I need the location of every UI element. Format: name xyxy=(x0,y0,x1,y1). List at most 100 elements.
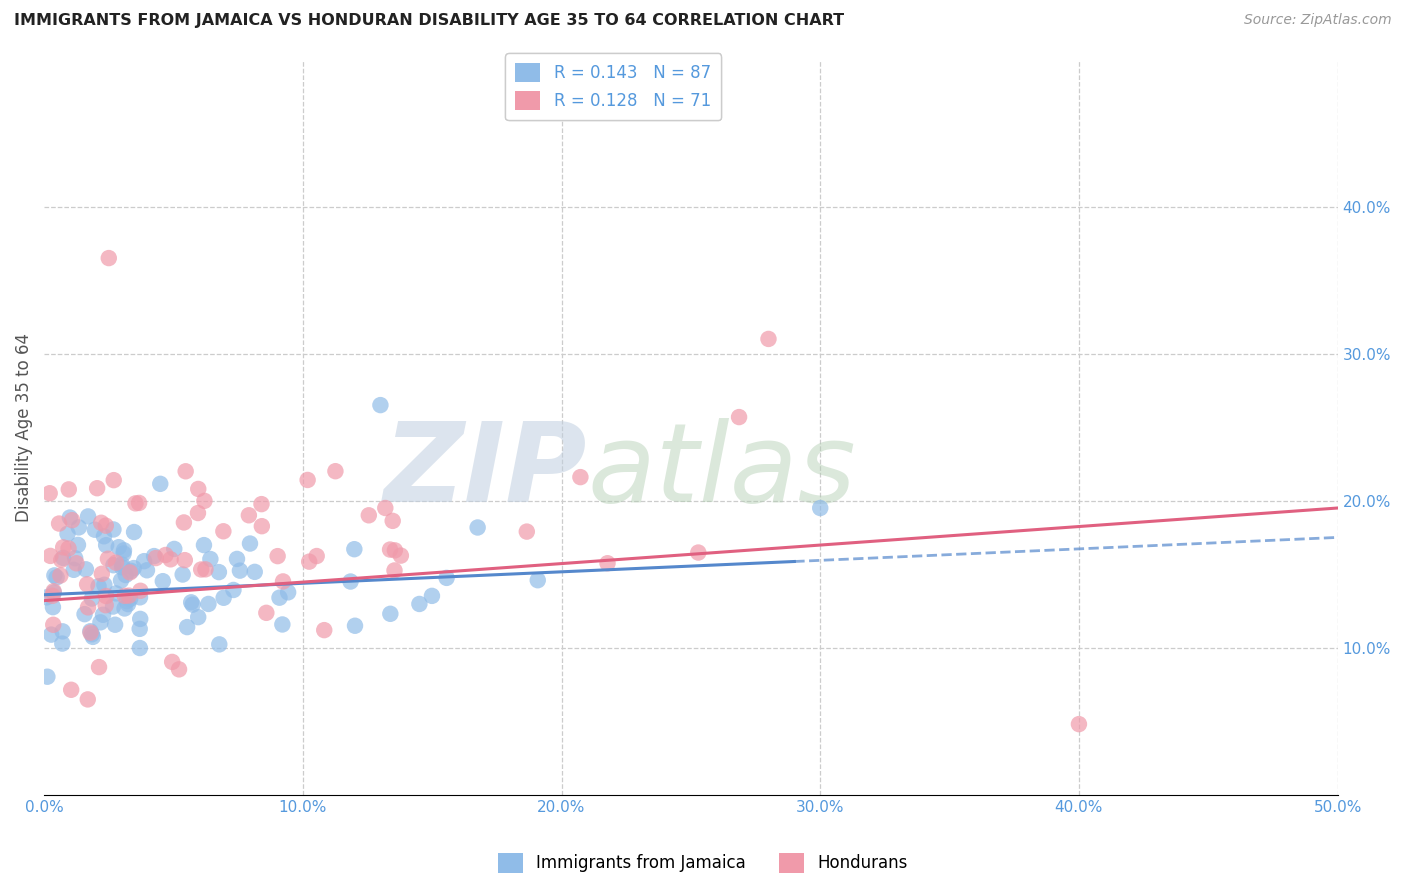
Point xyxy=(41,589,63,603)
Point xyxy=(118,566,141,580)
Point xyxy=(808,501,831,516)
Point xyxy=(271,574,294,589)
Point xyxy=(39,627,62,641)
Point xyxy=(389,549,412,563)
Point xyxy=(48,516,70,531)
Point xyxy=(193,493,215,508)
Point xyxy=(97,551,120,566)
Point xyxy=(90,566,112,581)
Point xyxy=(44,568,66,582)
Point xyxy=(124,496,146,510)
Point xyxy=(222,582,245,597)
Point xyxy=(38,486,60,500)
Point xyxy=(103,473,125,487)
Point xyxy=(250,519,273,533)
Point xyxy=(114,601,136,615)
Point xyxy=(128,622,150,636)
Point xyxy=(343,619,366,633)
Point xyxy=(79,624,101,639)
Point xyxy=(42,586,65,600)
Point xyxy=(114,589,136,603)
Point xyxy=(129,612,152,626)
Point xyxy=(52,550,75,565)
Point xyxy=(67,520,90,534)
Point xyxy=(114,568,136,582)
Point xyxy=(103,558,125,573)
Point xyxy=(325,464,347,478)
Point xyxy=(52,624,75,639)
Point xyxy=(149,476,172,491)
Point xyxy=(122,524,145,539)
Point xyxy=(93,578,115,592)
Point xyxy=(269,591,291,605)
Point xyxy=(254,606,277,620)
Point xyxy=(173,553,195,567)
Point xyxy=(193,538,215,552)
Point xyxy=(212,524,235,539)
Point xyxy=(42,617,65,632)
Point xyxy=(77,600,100,615)
Point xyxy=(60,682,83,697)
Point xyxy=(187,506,209,520)
Point xyxy=(143,549,166,563)
Point xyxy=(105,556,128,570)
Point xyxy=(110,574,132,588)
Point xyxy=(76,577,98,591)
Point xyxy=(122,561,145,575)
Point xyxy=(239,536,262,550)
Point xyxy=(380,607,402,621)
Point xyxy=(60,513,83,527)
Point xyxy=(187,610,209,624)
Point xyxy=(314,623,336,637)
Point xyxy=(39,549,62,563)
Point xyxy=(197,597,219,611)
Point xyxy=(688,545,710,559)
Point xyxy=(101,599,124,614)
Point xyxy=(134,554,156,568)
Point xyxy=(758,332,780,346)
Point xyxy=(59,510,82,524)
Point xyxy=(51,553,73,567)
Point xyxy=(160,655,183,669)
Point xyxy=(180,595,202,609)
Point xyxy=(65,556,87,570)
Point xyxy=(1067,717,1090,731)
Point xyxy=(174,464,197,478)
Point xyxy=(208,637,231,651)
Point xyxy=(728,410,751,425)
Point xyxy=(129,591,152,605)
Point xyxy=(277,585,299,599)
Point xyxy=(408,597,430,611)
Point xyxy=(226,552,249,566)
Point xyxy=(77,509,100,524)
Point xyxy=(115,594,138,608)
Point xyxy=(91,607,114,622)
Point xyxy=(516,524,538,539)
Point xyxy=(97,251,120,265)
Point xyxy=(526,573,548,587)
Point xyxy=(194,562,217,576)
Point xyxy=(374,500,396,515)
Point xyxy=(52,541,75,555)
Point xyxy=(212,591,235,605)
Point xyxy=(167,662,190,676)
Point xyxy=(250,497,273,511)
Point xyxy=(94,598,117,612)
Point xyxy=(145,551,167,566)
Point xyxy=(87,579,110,593)
Point xyxy=(111,560,134,574)
Point xyxy=(271,617,294,632)
Point xyxy=(89,615,111,630)
Point xyxy=(420,589,443,603)
Point xyxy=(120,564,142,578)
Point xyxy=(42,600,65,615)
Y-axis label: Disability Age 35 to 64: Disability Age 35 to 64 xyxy=(15,333,32,522)
Point xyxy=(128,496,150,510)
Point xyxy=(83,523,105,537)
Point xyxy=(187,482,209,496)
Point xyxy=(436,571,458,585)
Point xyxy=(104,617,127,632)
Point xyxy=(79,625,101,640)
Point xyxy=(569,470,592,484)
Point xyxy=(93,529,115,543)
